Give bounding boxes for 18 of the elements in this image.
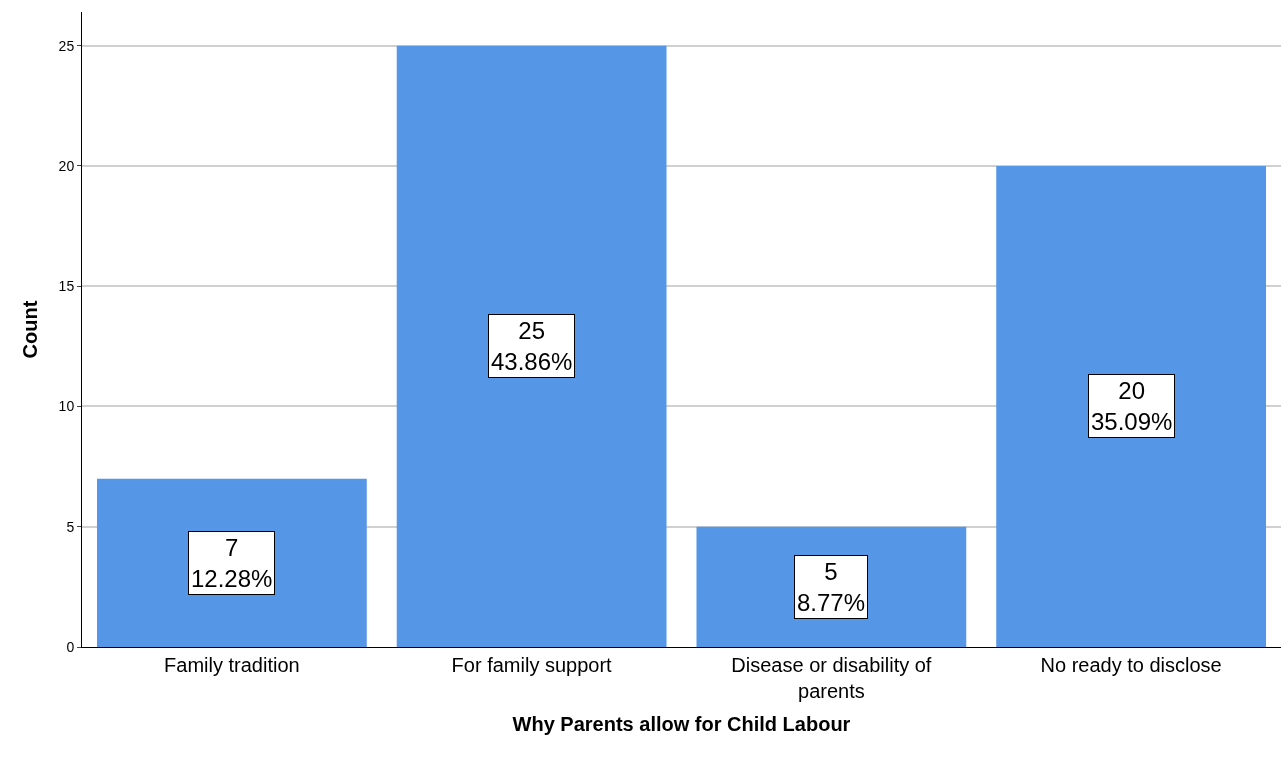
data-label: 25 43.86% — [491, 317, 573, 376]
x-tick-label: For family support — [451, 654, 613, 676]
x-axis-title: Why Parents allow for Child Labour — [512, 712, 851, 735]
y-tick-label: 10 — [58, 398, 75, 415]
x-tick-label: No ready to disclose — [1040, 654, 1222, 676]
y-tick-label: 25 — [58, 37, 75, 54]
data-label: 5 8.77% — [797, 558, 866, 617]
y-axis-title: Count — [19, 300, 42, 359]
y-tick-label: 20 — [58, 157, 75, 174]
bar — [396, 45, 667, 647]
data-label: 20 35.09% — [1091, 377, 1173, 436]
y-tick-label: 5 — [66, 518, 75, 535]
x-tick-label: Family tradition — [164, 654, 300, 676]
data-label: 7 12.28% — [191, 534, 273, 593]
y-tick-label: 15 — [58, 278, 75, 295]
y-tick-label: 0 — [66, 638, 75, 655]
x-tick-label: Disease or disability of parents — [731, 654, 932, 702]
bar — [996, 165, 1267, 647]
